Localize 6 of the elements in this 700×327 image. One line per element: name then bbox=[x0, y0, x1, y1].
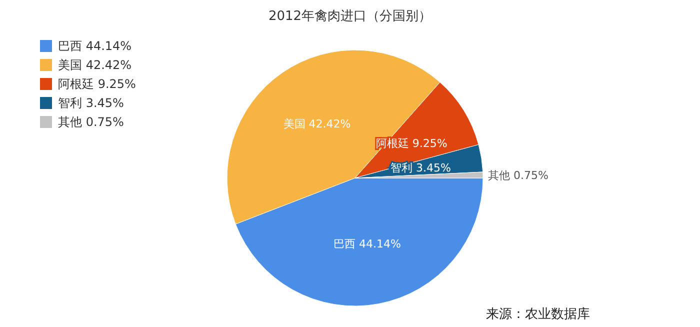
data-label: 阿根廷 9.25% bbox=[376, 136, 448, 150]
data-label: 巴西 44.14% bbox=[333, 237, 401, 250]
data-label: 其他 0.75% bbox=[488, 168, 548, 182]
data-label: 美国 42.42% bbox=[283, 117, 351, 130]
source-note: 来源：农业数据库 bbox=[486, 307, 590, 322]
chart-title: 2012年禽肉进口（分国别） bbox=[268, 9, 432, 24]
